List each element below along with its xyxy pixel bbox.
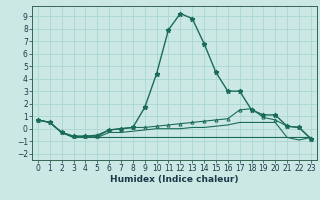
X-axis label: Humidex (Indice chaleur): Humidex (Indice chaleur) <box>110 175 239 184</box>
